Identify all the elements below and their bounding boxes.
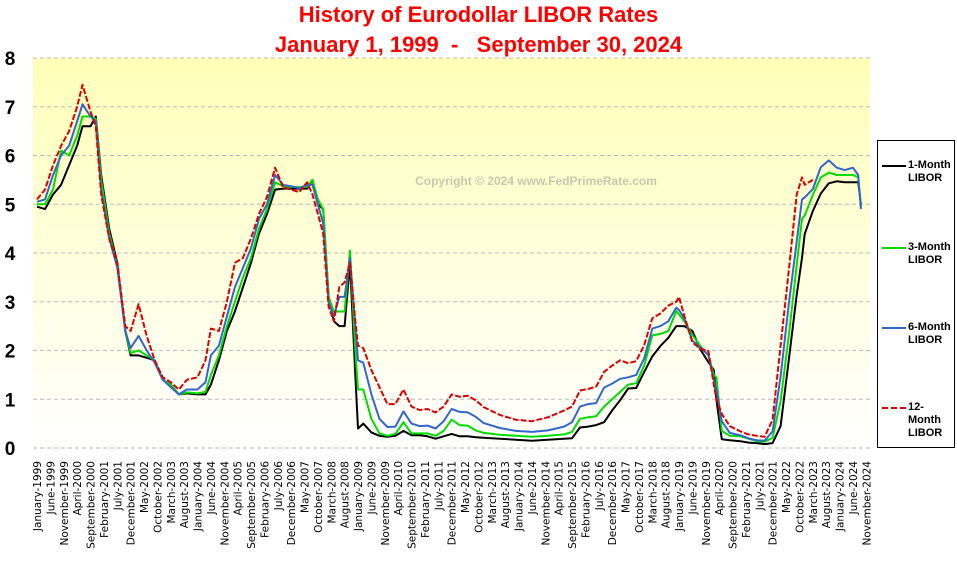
legend-item-12-month: 12-Month LIBOR — [882, 401, 954, 440]
legend-label: 6-Month LIBOR — [908, 321, 951, 346]
x-tick-label: February-2011 — [420, 461, 432, 538]
x-tick-label: April-2020 — [714, 461, 726, 516]
x-tick-label: September-2000 — [86, 461, 98, 549]
x-tick-label: February-2001 — [99, 461, 111, 538]
y-tick-label: 6 — [5, 147, 16, 168]
legend-label: 3-Month LIBOR — [908, 241, 951, 266]
x-tick-label: March-2008 — [326, 461, 338, 524]
x-tick-label: October-2012 — [473, 461, 485, 533]
x-tick-label: August-2008 — [340, 461, 352, 528]
y-tick-label: 3 — [5, 293, 16, 314]
chart-subtitle: January 1, 1999 - September 30, 2024 — [274, 32, 683, 57]
x-tick-label: July-2001 — [112, 461, 124, 511]
x-tick-label: December-2021 — [768, 461, 780, 545]
watermark: Copyright © 2024 www.FedPrimeRate.com — [415, 174, 657, 188]
x-tick-label: February-2006 — [259, 461, 271, 538]
x-tick-label: March-2018 — [647, 461, 659, 524]
y-tick-label: 5 — [5, 195, 16, 216]
x-tick-label: January-2004 — [193, 461, 205, 532]
x-tick-label: August-2003 — [179, 461, 191, 528]
y-tick-label: 7 — [5, 98, 16, 119]
x-tick-label: April-2015 — [554, 461, 566, 516]
x-tick-label: February-2021 — [741, 461, 753, 538]
x-tick-label: December-2006 — [286, 461, 298, 546]
legend-swatch — [882, 247, 906, 249]
y-tick-label: 2 — [5, 342, 16, 363]
x-tick-label: May-2017 — [621, 461, 633, 513]
x-tick-label: January-2009 — [353, 461, 365, 532]
x-tick-label: March-2013 — [487, 461, 499, 524]
legend-item-6-month: 6-Month LIBOR — [882, 321, 954, 347]
x-tick-label: June-2019 — [687, 461, 699, 515]
y-tick-label: 0 — [5, 439, 16, 460]
legend-label: 1-Month LIBOR — [908, 159, 951, 184]
x-tick-label: January-2019 — [674, 461, 686, 532]
x-tick-label: September-2005 — [246, 461, 258, 549]
legend-swatch — [882, 165, 906, 167]
x-tick-label: December-2011 — [447, 461, 459, 545]
x-tick-label: May-2007 — [300, 461, 312, 513]
x-tick-label: April-2005 — [233, 461, 245, 516]
x-tick-label: November-1999 — [59, 461, 71, 545]
x-tick-label: May-2012 — [460, 461, 472, 513]
y-tick-label: 4 — [5, 244, 16, 265]
x-tick-label: November-2014 — [540, 461, 552, 546]
y-tick-label: 1 — [5, 390, 16, 411]
x-tick-label: October-2007 — [313, 461, 325, 533]
x-tick-label: May-2002 — [139, 461, 151, 513]
x-tick-label: March-2023 — [808, 461, 820, 524]
x-tick-label: April-2000 — [72, 461, 84, 516]
x-tick-label: November-2009 — [380, 461, 392, 545]
x-tick-label: January-2014 — [514, 461, 526, 532]
x-tick-label: July-2011 — [433, 461, 445, 511]
series-line-12-month-libor — [36, 83, 814, 438]
x-tick-label: June-2024 — [848, 461, 860, 516]
x-tick-label: May-2022 — [781, 461, 793, 513]
x-tick-label: August-2013 — [500, 461, 512, 528]
x-tick-label: August-2018 — [661, 461, 673, 528]
x-tick-label: September-2020 — [728, 461, 740, 549]
y-tick-label: 8 — [5, 49, 16, 70]
legend: 1-Month LIBOR 3-Month LIBOR 6-Month LIBO… — [877, 140, 955, 448]
x-tick-label: July-2016 — [594, 461, 606, 512]
x-tick-label: October-2002 — [152, 461, 164, 533]
x-tick-label: December-2001 — [126, 461, 138, 545]
plot-background — [33, 58, 870, 448]
series-line-6-month-libor — [36, 103, 862, 442]
x-tick-label: June-1999 — [45, 461, 57, 515]
x-tick-label: August-2023 — [821, 461, 833, 528]
x-tick-label: June-2009 — [366, 461, 378, 515]
x-tick-label: December-2016 — [607, 461, 619, 546]
x-tick-label: September-2015 — [567, 461, 579, 549]
legend-item-1-month: 1-Month LIBOR — [882, 159, 954, 185]
legend-item-3-month: 3-Month LIBOR — [882, 241, 954, 267]
x-tick-label: November-2024 — [861, 461, 873, 546]
legend-label: 12-Month LIBOR — [908, 401, 943, 439]
x-tick-label: November-2004 — [219, 461, 231, 546]
x-tick-label: October-2022 — [794, 461, 806, 533]
series-line-3-month-libor — [37, 115, 862, 443]
x-tick-label: January-1999 — [32, 461, 44, 532]
x-tick-label: July-2006 — [273, 461, 285, 512]
x-tick-label: February-2016 — [580, 461, 592, 538]
x-tick-label: January-2024 — [835, 461, 847, 532]
x-tick-label: July-2021 — [754, 461, 766, 511]
x-tick-label: October-2017 — [634, 461, 646, 533]
legend-swatch — [882, 327, 906, 329]
x-tick-label: June-2014 — [527, 461, 539, 516]
legend-swatch — [882, 407, 906, 409]
x-tick-label: April-2010 — [393, 461, 405, 516]
chart-title: History of Eurodollar LIBOR Rates — [298, 2, 659, 27]
x-tick-label: September-2010 — [407, 461, 419, 549]
x-tick-label: June-2004 — [206, 461, 218, 516]
x-tick-label: November-2019 — [701, 461, 713, 545]
x-tick-label: March-2003 — [166, 461, 178, 524]
